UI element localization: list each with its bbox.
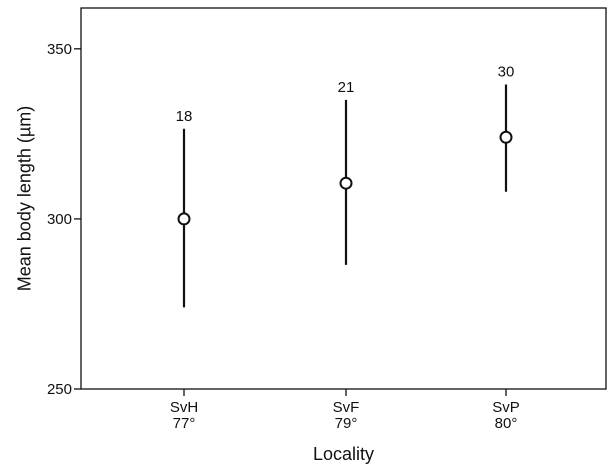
x-tick-label: SvH [170,399,198,416]
x-tick-sublabel: 80° [495,415,518,432]
y-axis: 250 300 350 [47,41,81,398]
plot-frame-group [80,7,607,390]
mean-point [339,176,353,190]
mean-point [499,130,513,144]
y-tick-label: 300 [47,211,72,228]
y-axis-title: Mean body length (µm) [14,106,34,291]
sample-size-label: 21 [338,79,355,96]
x-tick-label: SvF [333,399,360,416]
mean-point [177,212,191,226]
plot-frame [80,7,607,390]
data-marks: 18 21 30 [176,64,515,308]
sample-size-label: 30 [498,64,515,81]
x-tick-sublabel: 77° [173,415,196,432]
y-tick-label: 350 [47,41,72,58]
x-tick-label: SvP [492,399,520,416]
x-tick-sublabel: 79° [335,415,358,432]
x-axis-title: Locality [313,444,374,464]
y-tick-label: 250 [47,381,72,398]
sample-size-label: 18 [176,108,193,125]
